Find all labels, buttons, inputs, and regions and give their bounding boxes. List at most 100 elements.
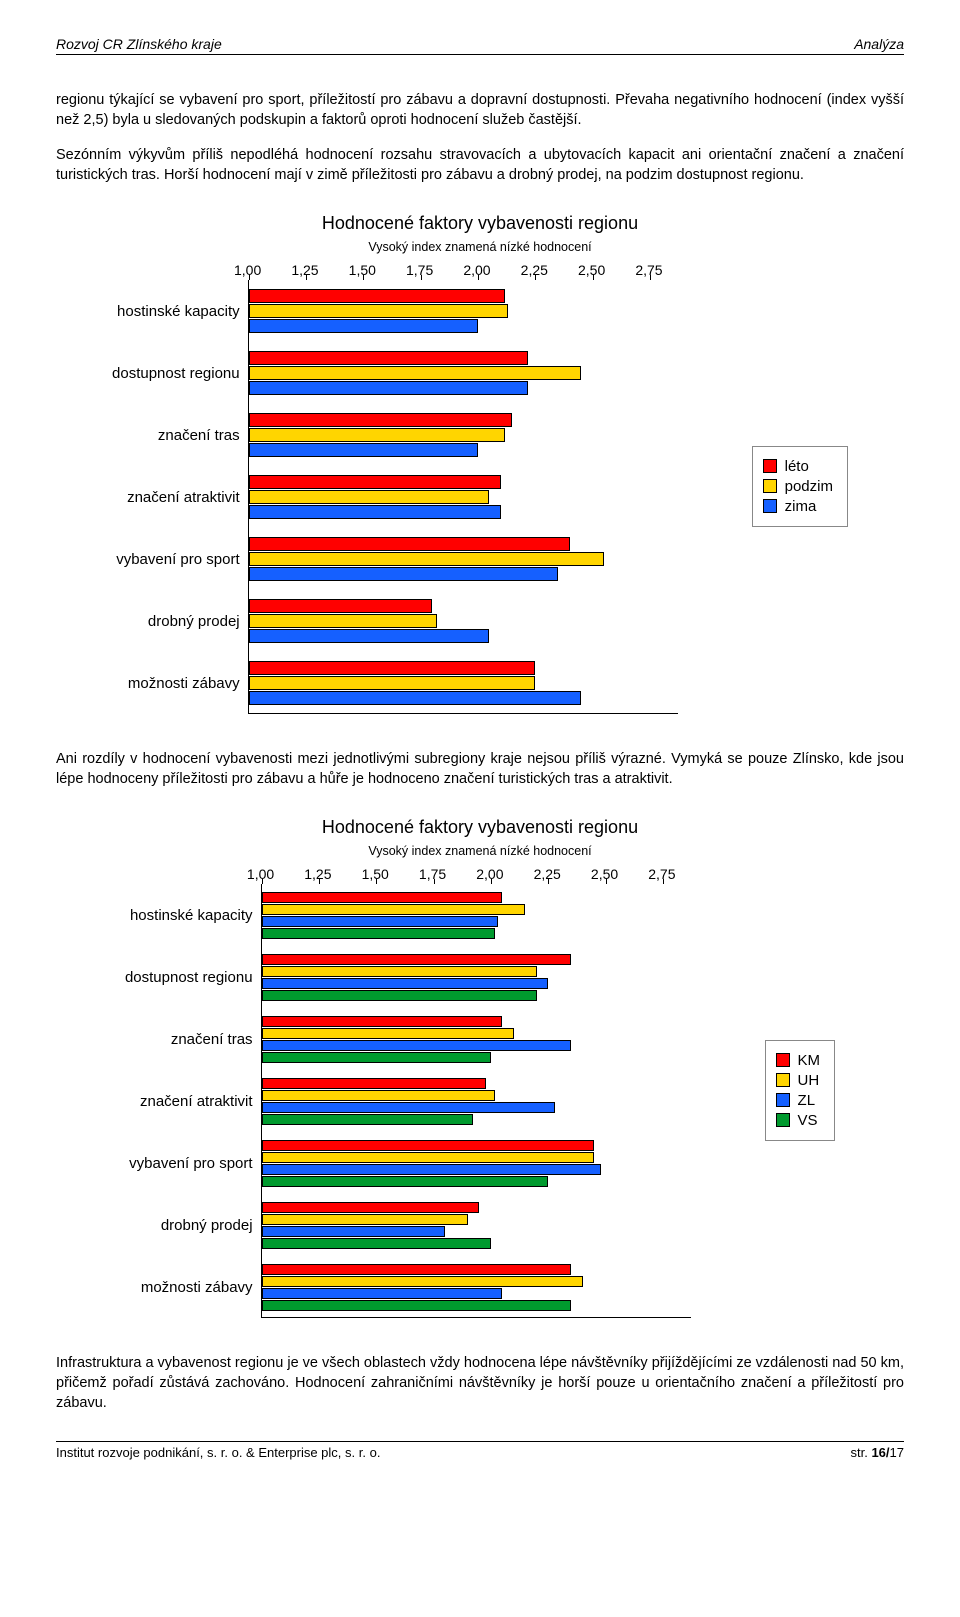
category-label: hostinské kapacity: [130, 884, 253, 946]
legend: KM UH ZL VS: [765, 1040, 836, 1141]
bar: [249, 351, 529, 365]
legend: léto podzim zima: [752, 446, 848, 527]
bar: [249, 475, 501, 489]
bar: [262, 954, 572, 965]
legend-label: UH: [798, 1072, 820, 1089]
bar-group: [262, 884, 691, 946]
x-tick-label: 2,75: [645, 866, 679, 882]
legend-label: léto: [785, 458, 809, 475]
bar: [249, 413, 513, 427]
x-tick-label: 2,50: [575, 262, 609, 278]
bar: [262, 1264, 572, 1275]
x-tick-label: 2,00: [460, 262, 494, 278]
x-tick-label: 2,25: [517, 262, 551, 278]
bar: [262, 1300, 572, 1311]
bar: [249, 381, 529, 395]
x-tick-label: 1,75: [416, 866, 450, 882]
bar: [262, 1140, 595, 1151]
legend-label: VS: [798, 1112, 818, 1129]
legend-item: ZL: [776, 1092, 821, 1109]
bar-group: [249, 466, 678, 528]
chart-2: Hodnocené faktory vybavenosti regionuVys…: [56, 817, 904, 1318]
paragraph-1: regionu týkající se vybavení pro sport, …: [56, 91, 904, 130]
legend-swatch: [776, 1073, 790, 1087]
bar: [262, 1028, 514, 1039]
category-label: značení atraktivit: [127, 466, 240, 528]
bar: [262, 1078, 487, 1089]
page-footer: Institut rozvoje podnikání, s. r. o. & E…: [56, 1441, 904, 1460]
category-label: dostupnost regionu: [125, 946, 253, 1008]
bar: [249, 552, 604, 566]
legend-swatch: [776, 1093, 790, 1107]
paragraph-3: Ani rozdíly v hodnocení vybavenosti mezi…: [56, 750, 904, 789]
bar-group: [262, 1008, 691, 1070]
bar-group: [249, 528, 678, 590]
bar: [262, 990, 537, 1001]
legend-swatch: [763, 499, 777, 513]
bar: [249, 304, 508, 318]
x-tick-label: 1,00: [244, 866, 278, 882]
bar: [249, 599, 432, 613]
category-label: drobný prodej: [161, 1194, 253, 1256]
category-label: vybavení pro sport: [116, 528, 239, 590]
category-label: dostupnost regionu: [112, 342, 240, 404]
legend-item: podzim: [763, 478, 833, 495]
bar: [249, 691, 582, 705]
category-label: drobný prodej: [148, 590, 240, 652]
category-label: hostinské kapacity: [117, 280, 240, 342]
bar: [249, 614, 437, 628]
bar: [262, 1176, 549, 1187]
legend-label: KM: [798, 1052, 821, 1069]
bar: [262, 1238, 491, 1249]
bar: [262, 1288, 503, 1299]
header-left: Rozvoj CR Zlínského kraje: [56, 36, 222, 52]
bar: [249, 676, 536, 690]
bar: [262, 1152, 595, 1163]
bar-group: [249, 342, 678, 404]
bar: [262, 928, 496, 939]
legend-item: VS: [776, 1112, 821, 1129]
bar: [262, 1276, 583, 1287]
bar: [249, 490, 490, 504]
bar-group: [262, 1194, 691, 1256]
paragraph-4: Infrastruktura a vybavenost regionu je v…: [56, 1354, 904, 1413]
bar-group: [262, 946, 691, 1008]
bar: [262, 904, 526, 915]
x-tick-label: 2,00: [473, 866, 507, 882]
x-tick-label: 1,00: [231, 262, 265, 278]
bar-group: [249, 404, 678, 466]
bar: [262, 1226, 445, 1237]
bar: [262, 892, 503, 903]
bar: [249, 537, 570, 551]
chart-title: Hodnocené faktory vybavenosti regionu: [322, 213, 638, 234]
header-right: Analýza: [854, 36, 904, 52]
bar-group: [249, 280, 678, 342]
legend-label: zima: [785, 498, 817, 515]
legend-swatch: [776, 1053, 790, 1067]
bar: [262, 978, 549, 989]
category-label: možnosti zábavy: [141, 1256, 253, 1318]
chart-subtitle: Vysoký index znamená nízké hodnocení: [368, 844, 591, 858]
chart-1: Hodnocené faktory vybavenosti regionuVys…: [56, 213, 904, 714]
category-label: značení atraktivit: [140, 1070, 253, 1132]
bar-group: [249, 652, 678, 714]
legend-item: zima: [763, 498, 833, 515]
category-label: značení tras: [171, 1008, 253, 1070]
bar: [249, 428, 506, 442]
x-tick-label: 1,25: [288, 262, 322, 278]
x-tick-label: 1,75: [403, 262, 437, 278]
legend-label: ZL: [798, 1092, 816, 1109]
bar: [262, 1164, 601, 1175]
legend-swatch: [776, 1113, 790, 1127]
legend-label: podzim: [785, 478, 833, 495]
category-label: vybavení pro sport: [129, 1132, 252, 1194]
bar: [249, 629, 490, 643]
x-tick-label: 2,50: [588, 866, 622, 882]
x-tick-label: 1,50: [358, 866, 392, 882]
bar: [262, 1040, 572, 1051]
x-tick-label: 2,75: [632, 262, 666, 278]
bar: [249, 289, 506, 303]
footer-right: str. 16/17: [851, 1445, 905, 1460]
bar: [249, 505, 501, 519]
bar: [249, 567, 559, 581]
